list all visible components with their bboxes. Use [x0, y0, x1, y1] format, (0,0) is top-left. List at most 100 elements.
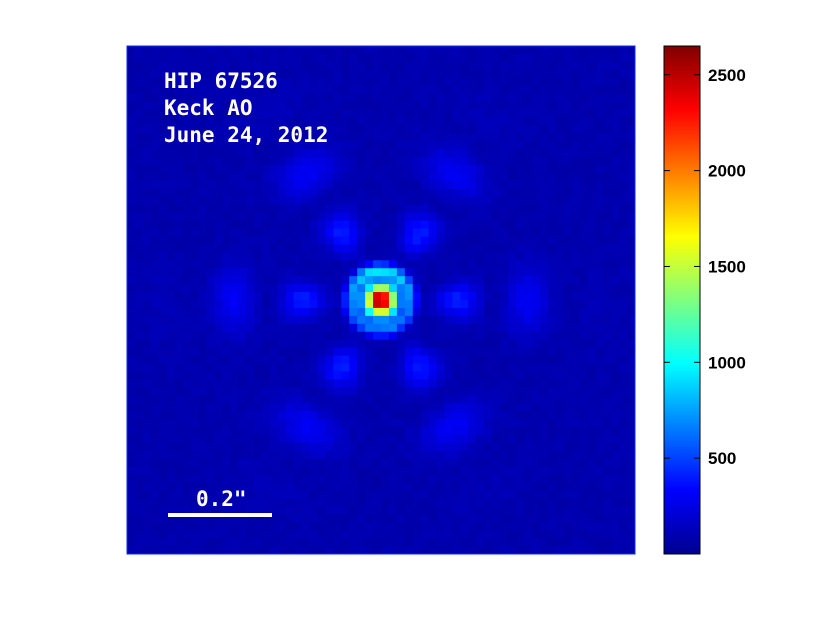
image-pixel — [142, 371, 152, 380]
image-pixel — [206, 323, 215, 333]
image-pixel — [396, 371, 406, 380]
image-pixel — [436, 315, 446, 325]
image-pixel — [190, 442, 200, 452]
image-pixel — [476, 117, 485, 126]
image-pixel — [174, 300, 184, 309]
image-pixel — [365, 395, 374, 404]
image-pixel — [492, 236, 501, 246]
image-pixel — [166, 117, 176, 126]
image-pixel — [571, 173, 581, 182]
image-pixel — [182, 403, 192, 412]
image-pixel — [365, 196, 374, 206]
image-pixel — [436, 165, 446, 174]
image-pixel — [333, 212, 342, 222]
image-pixel — [587, 474, 596, 484]
image-pixel — [277, 149, 287, 158]
image-pixel — [500, 300, 509, 309]
image-pixel — [238, 220, 247, 230]
image-pixel — [134, 403, 144, 412]
image-pixel — [174, 434, 184, 444]
image-pixel — [142, 506, 152, 515]
image-pixel — [349, 149, 358, 158]
image-pixel — [627, 149, 635, 158]
image-pixel — [619, 228, 628, 238]
image-pixel — [460, 173, 469, 182]
image-pixel — [627, 522, 635, 531]
image-pixel — [388, 482, 398, 492]
image-pixel — [492, 53, 501, 63]
image-pixel — [214, 149, 223, 158]
image-pixel — [158, 236, 168, 246]
image-pixel — [555, 109, 565, 119]
image-pixel — [190, 141, 200, 150]
image-pixel — [587, 339, 596, 349]
image-pixel — [595, 300, 604, 309]
image-pixel — [603, 371, 612, 380]
image-pixel — [158, 101, 168, 111]
image-pixel — [428, 69, 438, 79]
image-pixel — [563, 220, 573, 230]
image-pixel — [261, 109, 271, 119]
image-pixel — [214, 220, 223, 230]
image-pixel — [325, 379, 334, 388]
image-pixel — [563, 141, 573, 150]
image-pixel — [539, 339, 549, 349]
image-pixel — [277, 403, 287, 412]
image-pixel — [365, 530, 374, 539]
image-pixel — [444, 46, 454, 55]
image-pixel — [206, 300, 215, 309]
image-pixel — [142, 546, 152, 554]
image-pixel — [412, 77, 422, 87]
image-pixel — [460, 434, 469, 444]
image-pixel — [309, 196, 319, 206]
image-pixel — [619, 331, 628, 341]
image-pixel — [404, 117, 414, 126]
image-pixel — [523, 307, 533, 317]
image-pixel — [222, 252, 231, 261]
image-pixel — [428, 466, 438, 476]
image-pixel — [150, 442, 160, 452]
image-pixel — [357, 46, 366, 55]
image-pixel — [174, 53, 184, 63]
image-pixel — [158, 141, 168, 150]
image-pixel — [198, 403, 207, 412]
image-pixel — [317, 244, 327, 253]
image-pixel — [381, 260, 390, 269]
image-pixel — [571, 395, 581, 404]
image-pixel — [500, 46, 509, 55]
image-pixel — [500, 387, 509, 396]
image-pixel — [444, 93, 454, 103]
image-pixel — [539, 61, 549, 71]
image-pixel — [381, 85, 390, 95]
image-pixel — [420, 339, 430, 349]
image-pixel — [492, 173, 501, 182]
image-pixel — [555, 244, 565, 253]
image-pixel — [404, 506, 414, 515]
image-pixel — [142, 498, 152, 507]
image-pixel — [150, 506, 160, 515]
image-pixel — [238, 395, 247, 404]
image-pixel — [428, 165, 438, 174]
image-pixel — [452, 284, 461, 293]
image-pixel — [436, 149, 446, 158]
image-pixel — [436, 419, 446, 428]
image-pixel — [301, 268, 311, 277]
image-pixel — [587, 442, 596, 452]
image-pixel — [269, 490, 279, 500]
image-pixel — [444, 85, 454, 95]
image-pixel — [254, 522, 263, 531]
image-pixel — [222, 482, 231, 492]
image-pixel — [182, 284, 192, 293]
image-pixel — [325, 125, 334, 134]
image-pixel — [333, 149, 342, 158]
image-pixel — [396, 498, 406, 507]
image-pixel — [436, 395, 446, 404]
image-pixel — [539, 307, 549, 317]
image-pixel — [603, 101, 612, 111]
image-pixel — [515, 220, 525, 230]
image-pixel — [563, 77, 573, 87]
image-pixel — [182, 363, 192, 373]
image-pixel — [420, 530, 430, 539]
image-pixel — [492, 363, 501, 373]
image-pixel — [539, 427, 549, 436]
